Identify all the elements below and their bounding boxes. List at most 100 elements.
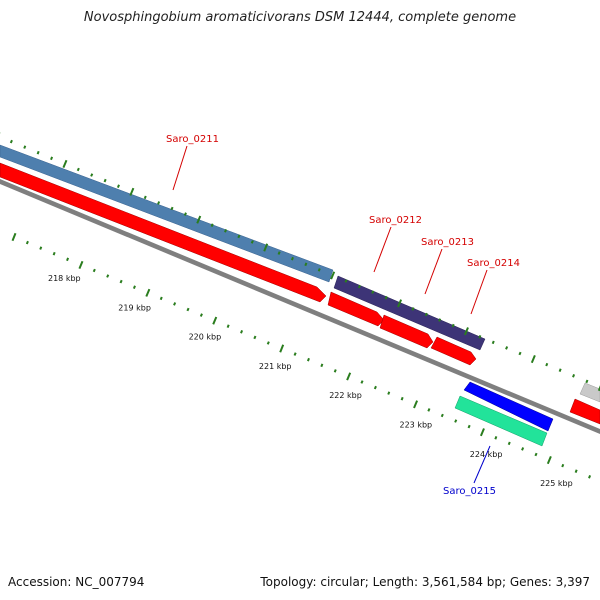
outer-tick-minor: [237, 234, 241, 239]
inner-tick-minor: [561, 463, 565, 468]
outer-tick-minor: [170, 206, 174, 211]
outer-tick-minor: [545, 362, 549, 367]
inner-tick-minor: [373, 385, 377, 390]
inner-tick-major: [413, 400, 419, 409]
feature-block-steel-blue[interactable]: [0, 144, 334, 283]
outer-tick-minor: [558, 368, 562, 372]
outer-tick-minor: [344, 279, 348, 283]
inner-tick-minor: [320, 363, 324, 368]
inner-tick-minor: [132, 285, 136, 289]
outer-tick-major: [263, 243, 269, 252]
outer-tick-minor: [518, 351, 522, 356]
inner-tick-minor: [52, 251, 56, 256]
outer-tick-minor: [451, 323, 455, 328]
outer-tick-minor: [116, 184, 120, 188]
outer-tick-minor: [384, 295, 388, 300]
outer-tick-major: [597, 385, 600, 392]
outer-tick-major: [463, 327, 469, 336]
accession-text: Accession: NC_007794: [8, 575, 145, 589]
feature-block-green[interactable]: [454, 395, 548, 447]
inner-tick-minor: [306, 357, 310, 362]
leader-line-saro-0213: [424, 248, 443, 295]
inner-tick-minor: [226, 324, 230, 328]
kbp-label: 223 kbp: [400, 421, 433, 430]
feature-block-gray[interactable]: [579, 382, 600, 403]
inner-tick-minor: [494, 436, 498, 440]
inner-tick-minor: [106, 274, 110, 278]
outer-tick-major: [530, 355, 536, 364]
inner-tick-minor: [454, 419, 458, 423]
outer-tick-minor: [505, 346, 509, 350]
inner-tick-major: [346, 372, 352, 381]
kbp-label: 222 kbp: [329, 391, 362, 400]
inner-tick-major: [212, 316, 218, 325]
gene-label-saro-0215[interactable]: Saro_0215: [443, 486, 496, 497]
outer-tick-minor: [491, 340, 495, 345]
inner-tick-minor: [427, 408, 431, 412]
gene-arrow-saro-0215[interactable]: [463, 381, 554, 432]
gene-label-saro-0212[interactable]: Saro_0212: [369, 215, 422, 226]
outer-tick-minor: [103, 178, 107, 183]
inner-tick-minor: [534, 452, 538, 457]
inner-tick-minor: [240, 330, 244, 334]
inner-tick-major: [145, 288, 151, 297]
leader-line-saro-0215: [473, 445, 491, 484]
inner-tick-minor: [119, 279, 123, 284]
outer-tick-minor: [23, 145, 27, 149]
outer-tick-minor: [357, 284, 361, 289]
kbp-label: 221 kbp: [259, 362, 292, 371]
inner-tick-minor: [387, 391, 391, 395]
outer-tick-minor: [317, 268, 321, 272]
leader-line-saro-0211: [172, 145, 188, 191]
outer-tick-minor: [277, 251, 281, 255]
outer-tick-minor: [438, 318, 442, 322]
outer-tick-major: [62, 159, 68, 168]
outer-tick-major: [196, 215, 202, 224]
gene-label-saro-0214[interactable]: Saro_0214: [467, 258, 520, 269]
inner-tick-minor: [440, 413, 444, 418]
inner-tick-minor: [266, 341, 270, 345]
outer-tick-minor: [478, 335, 482, 339]
kbp-label: 225 kbp: [540, 479, 573, 488]
leader-line-saro-0212: [373, 226, 392, 273]
inner-tick-minor: [507, 441, 511, 446]
outer-tick-major: [129, 187, 135, 196]
outer-tick-minor: [572, 374, 576, 378]
gene-label-saro-0211[interactable]: Saro_0211: [166, 134, 219, 145]
inner-tick-minor: [173, 302, 177, 306]
outer-tick-minor: [304, 262, 308, 267]
gene-arrow-saro-0211[interactable]: [0, 162, 327, 303]
outer-tick-minor: [143, 195, 147, 200]
kbp-label-track: 218 kbp 219 kbp 220 kbp 221 kbp 222 kbp 223 k…: [48, 274, 573, 488]
outer-tick-minor: [585, 379, 589, 384]
outer-tick-minor: [157, 201, 161, 205]
inner-tick-minor: [360, 380, 364, 384]
outer-tick-minor: [76, 167, 80, 172]
gene-arrow-saro-0212[interactable]: [327, 291, 385, 327]
outer-tick-minor: [9, 139, 13, 144]
gene-arrow-unlabeled-right[interactable]: [569, 398, 600, 425]
kbp-label: 219 kbp: [118, 303, 151, 312]
inner-tick-minor: [521, 447, 525, 451]
gene-arrow-saro-0214[interactable]: [430, 336, 477, 366]
outer-tick-minor: [250, 240, 254, 244]
outer-tick-minor: [210, 223, 214, 227]
genome-summary-text: Topology: circular; Length: 3,561,584 bp…: [260, 575, 590, 589]
outer-tick-minor: [371, 290, 375, 294]
inner-tick-major: [11, 232, 17, 242]
outer-tick-minor: [90, 173, 94, 177]
inner-tick-minor: [293, 352, 297, 356]
gene-label-saro-0213[interactable]: Saro_0213: [421, 237, 474, 248]
gene-arrow-saro-0213[interactable]: [379, 314, 434, 349]
feature-block-purple[interactable]: [333, 275, 486, 351]
inner-tick-major: [78, 260, 84, 269]
inner-tick-minor: [39, 246, 43, 250]
inner-tick-major: [479, 428, 485, 437]
genome-backbone: [0, 179, 600, 434]
inner-tick-minor: [159, 296, 163, 301]
inner-tick-minor: [66, 257, 70, 262]
kbp-label: 220 kbp: [189, 333, 222, 342]
leader-line-saro-0214: [470, 269, 488, 315]
